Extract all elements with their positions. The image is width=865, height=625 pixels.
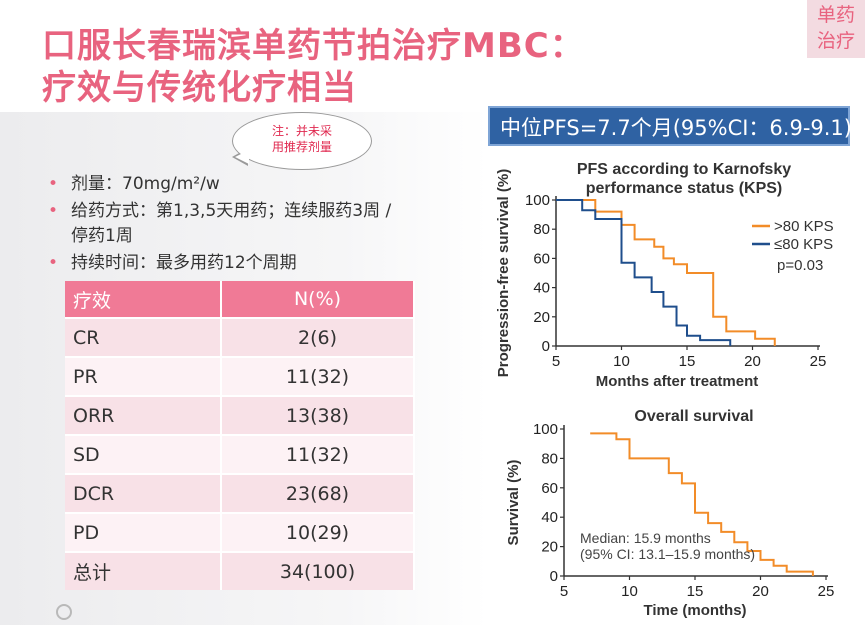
- table-cell-count: 13(38): [221, 395, 415, 435]
- table-row: PD 10(29): [65, 512, 415, 552]
- table-header-efficacy: 疗效: [65, 281, 222, 318]
- y-tick-label: 60: [541, 480, 558, 497]
- legend-label-0: >80 KPS: [774, 218, 834, 235]
- badge-line-1: 单药: [816, 4, 855, 26]
- y-tick-label: 80: [541, 450, 558, 467]
- x-tick-label: 15: [687, 583, 704, 600]
- footer-logo-icon: [56, 604, 72, 620]
- y-tick-label: 40: [533, 280, 550, 297]
- table-cell-count: 34(100): [221, 551, 415, 590]
- median-annotation-line-1: Median: 15.9 months: [580, 530, 711, 546]
- table-row: PR 11(32): [65, 356, 415, 396]
- table-row: 总计 34(100): [65, 551, 415, 590]
- bullet-dot: •: [48, 174, 59, 194]
- x-tick-label: 15: [679, 353, 696, 370]
- y-tick-label: 100: [533, 421, 558, 438]
- table-cell-count: 11(32): [221, 434, 415, 474]
- x-axis-label: Months after treatment: [596, 373, 759, 390]
- y-axis-label: Survival (%): [505, 460, 522, 546]
- table-cell-count: 11(32): [221, 356, 415, 396]
- table-cell-response: ORR: [65, 395, 222, 435]
- bullet-dot: •: [48, 253, 59, 273]
- table-header-n: N(%): [221, 281, 415, 318]
- x-tick-label: 5: [560, 583, 568, 600]
- x-tick-label: 20: [752, 583, 769, 600]
- table-cell-count: 2(6): [221, 317, 415, 357]
- table-cell-response: SD: [65, 434, 222, 474]
- table-row: DCR 23(68): [65, 473, 415, 513]
- chart-title-line-2: performance status (KPS): [586, 180, 783, 197]
- p-value-annotation: p=0.03: [777, 257, 823, 274]
- table-header-row: 疗效 N(%): [65, 281, 415, 318]
- y-tick-label: 20: [533, 309, 550, 326]
- bubble-tail-inner: [235, 150, 249, 164]
- badge-line-2: 治疗: [816, 30, 855, 52]
- bullet-regimen-text-cont: 停药1周: [71, 226, 133, 246]
- table-row: SD 11(32): [65, 434, 415, 474]
- y-axis-label: Progression-free survival (%): [495, 169, 512, 377]
- x-tick-label: 25: [810, 353, 827, 370]
- bullet-duration-text: 持续时间：最多用药12个周期: [71, 253, 297, 273]
- page-title-line-2: 疗效与传统化疗相当: [42, 68, 357, 108]
- x-tick-label: 5: [552, 353, 560, 370]
- series-line-1: [556, 199, 732, 346]
- y-tick-label: 40: [541, 509, 558, 526]
- y-tick-label: 60: [533, 250, 550, 267]
- table-cell-response: DCR: [65, 473, 222, 513]
- corner-badge: 单药 治疗: [807, 0, 865, 58]
- table-cell-response: PD: [65, 512, 222, 552]
- page-title-line-1: 口服长春瑞滨单药节拍治疗MBC：: [42, 26, 585, 66]
- pfs-chart: 0 20 40 60 80 100 5 10 15 20 25 Months after treatm…: [495, 161, 834, 390]
- y-tick-label: 100: [525, 192, 550, 209]
- bullet-dot: •: [48, 201, 59, 221]
- x-tick-label: 20: [744, 353, 761, 370]
- bullet-regimen-text: 给药方式：第1,3,5天用药；连续服药3周 /: [71, 201, 392, 221]
- table-row: CR 2(6): [65, 317, 415, 357]
- series-line-0: [556, 199, 776, 346]
- note-line-2: 用推荐剂量: [271, 140, 332, 154]
- table-cell-count: 23(68): [221, 473, 415, 513]
- table-row: ORR 13(38): [65, 395, 415, 435]
- legend-label-1: ≤80 KPS: [774, 236, 833, 253]
- table-cell-count: 10(29): [221, 512, 415, 552]
- x-axis-label: Time (months): [643, 602, 746, 619]
- table-cell-response: PR: [65, 356, 222, 396]
- median-annotation-line-2: (95% CI: 13.1–15.9 months): [580, 546, 755, 562]
- median-pfs-banner: 中位PFS=7.7个月(95%CI：6.9-9.1): [488, 106, 852, 146]
- bullet-dose-text: 剂量：70mg/m²/w: [71, 174, 220, 194]
- x-tick-label: 25: [818, 583, 835, 600]
- y-tick-label: 20: [541, 539, 558, 556]
- chart-title-line-1: PFS according to Karnofsky: [577, 161, 791, 178]
- table-cell-response: CR: [65, 317, 222, 357]
- note-line-1: 注：并未采: [271, 124, 332, 138]
- x-tick-label: 10: [613, 353, 630, 370]
- x-tick-label: 10: [621, 583, 638, 600]
- os-chart: 0 20 40 60 80 100 5 10 15 20 25 Time (months) Surviv…: [505, 408, 835, 619]
- series-line-0: [590, 432, 814, 576]
- chart-title: Overall survival: [634, 408, 753, 425]
- y-tick-label: 0: [542, 338, 550, 355]
- table-cell-response: 总计: [65, 551, 222, 590]
- efficacy-table: 疗效 N(%) CR 2(6) PR 11(32) ORR 13(38) SD …: [65, 281, 415, 590]
- y-tick-label: 80: [533, 221, 550, 238]
- y-tick-label: 0: [550, 568, 558, 585]
- note-bubble: 注：并未采 用推荐剂量: [232, 112, 372, 170]
